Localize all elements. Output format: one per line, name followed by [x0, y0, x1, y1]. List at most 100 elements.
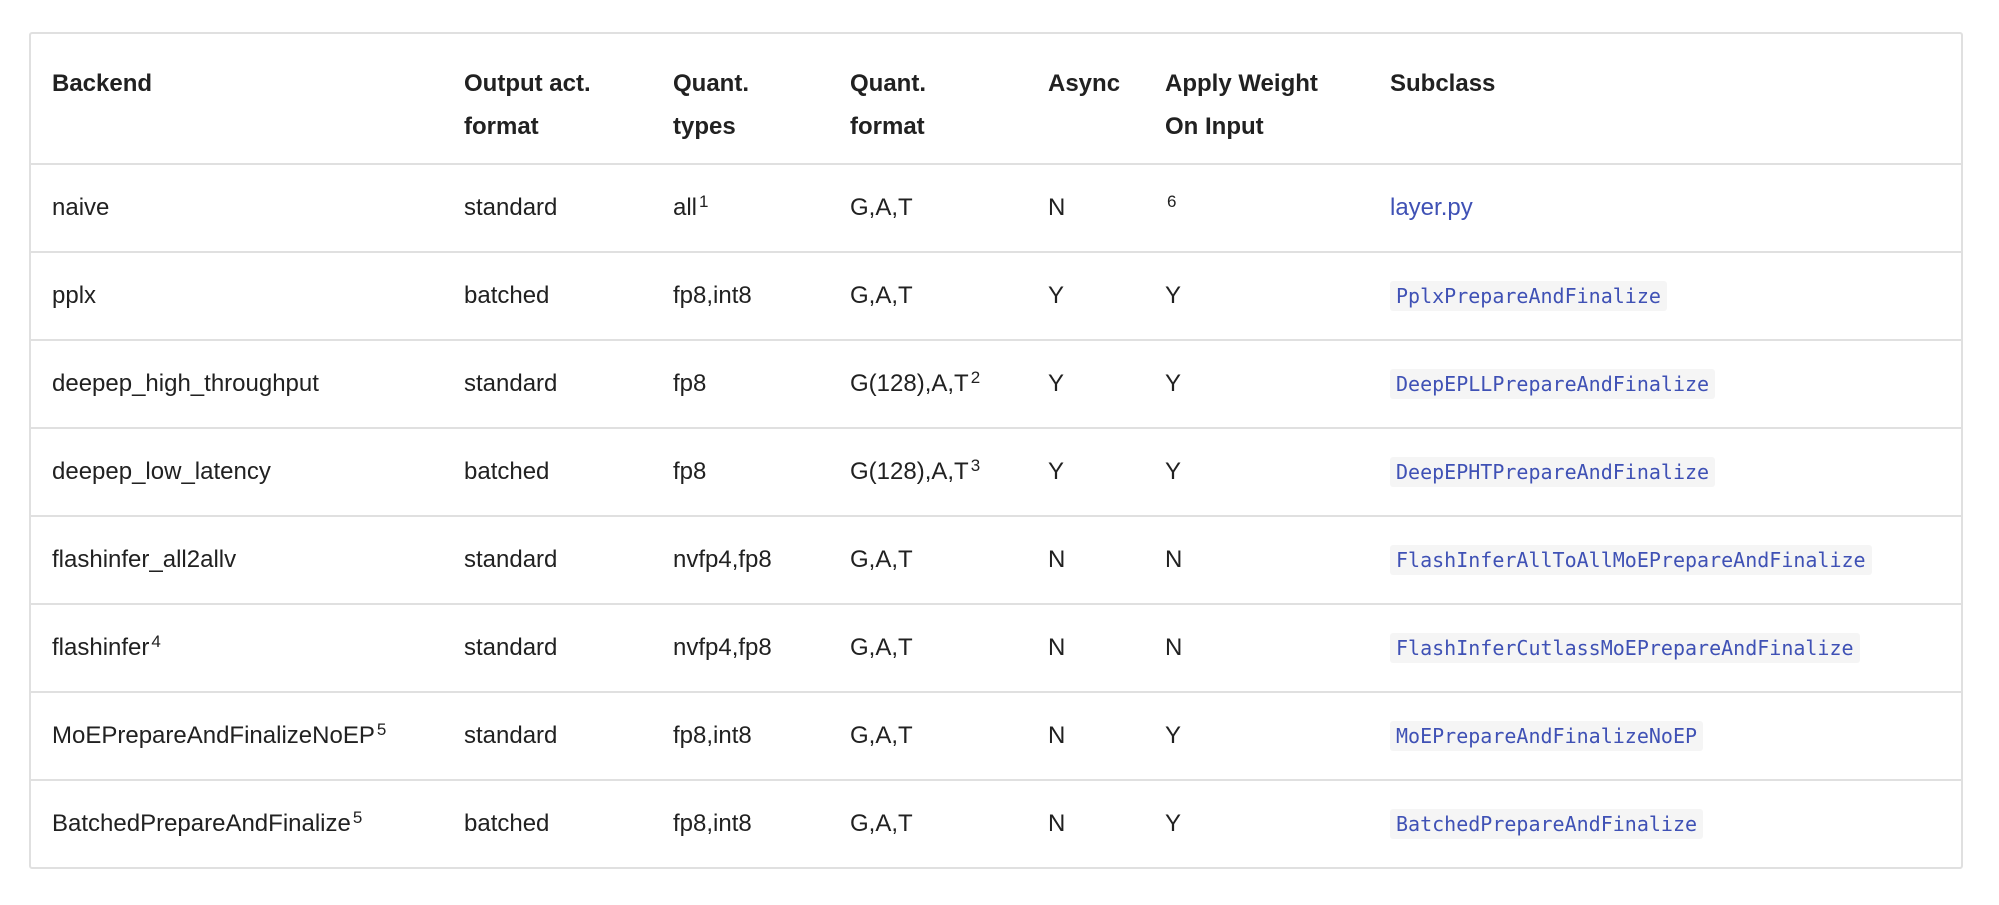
backend-value: flashinfer_all2allv — [52, 546, 237, 573]
cell-subclass: MoEPrepareAndFinalizeNoEP — [1369, 692, 1961, 780]
cell-async: Y — [1027, 340, 1144, 428]
types-value: fp8 — [673, 370, 707, 397]
cell-types: all 1 — [652, 164, 829, 252]
cell-format: G,A,T — [829, 164, 1027, 252]
output-value: batched — [464, 282, 550, 309]
footnote-marker[interactable]: 3 — [970, 456, 981, 475]
cell-types: fp8,int8 — [652, 692, 829, 780]
table-row: naive standard all 1 G,A,T N 6 layer.py — [31, 164, 1961, 252]
cell-apply: Y — [1144, 428, 1369, 516]
cell-backend: naive — [31, 164, 443, 252]
column-header: Quant. types — [652, 34, 829, 164]
cell-subclass: FlashInferAllToAllMoEPrepareAndFinalize — [1369, 516, 1961, 604]
footnote-marker[interactable]: 1 — [699, 192, 709, 211]
async-value: Y — [1048, 370, 1065, 397]
format-value: G(128),A,T — [850, 458, 969, 485]
format-value: G,A,T — [850, 810, 913, 837]
cell-backend: MoEPrepareAndFinalizeNoEP 5 — [31, 692, 443, 780]
column-header-label: Subclass — [1390, 70, 1496, 97]
subclass-link[interactable]: layer.py — [1390, 194, 1473, 221]
cell-apply: Y — [1144, 340, 1369, 428]
cell-format: G,A,T — [829, 692, 1027, 780]
table-row: MoEPrepareAndFinalizeNoEP 5 standard fp8,in… — [31, 692, 1961, 780]
types-value: nvfp4,fp8 — [673, 634, 772, 661]
column-header: Subclass — [1369, 34, 1961, 164]
table-row: flashinfer_all2allv standard nvfp4,fp8 G,A,… — [31, 516, 1961, 604]
cell-types: fp8 — [652, 340, 829, 428]
async-value: N — [1048, 810, 1066, 837]
column-header-label: Async — [1048, 70, 1121, 97]
output-value: standard — [464, 722, 558, 749]
types-value: fp8 — [673, 458, 707, 485]
format-value: G(128),A,T — [850, 370, 969, 397]
cell-async: N — [1027, 604, 1144, 692]
cell-backend: flashinfer_all2allv — [31, 516, 443, 604]
output-value: batched — [464, 810, 550, 837]
cell-backend: pplx — [31, 252, 443, 340]
column-header-label: On Input — [1165, 113, 1264, 140]
cell-format: G,A,T — [829, 780, 1027, 867]
format-value: G,A,T — [850, 194, 913, 221]
output-value: standard — [464, 634, 558, 661]
column-header: Backend — [31, 34, 443, 164]
apply-value: Y — [1165, 810, 1182, 837]
output-value: standard — [464, 194, 558, 221]
types-value: fp8,int8 — [673, 722, 752, 749]
cell-output: batched — [443, 428, 652, 516]
cell-async: N — [1027, 516, 1144, 604]
apply-value: Y — [1165, 282, 1182, 309]
cell-output: standard — [443, 692, 652, 780]
column-header-label: types — [673, 113, 736, 140]
cell-apply: Y — [1144, 252, 1369, 340]
output-value: standard — [464, 370, 558, 397]
subclass-code: FlashInferCutlassMoEPrepareAndFinalize — [1390, 633, 1860, 663]
output-value: batched — [464, 458, 550, 485]
column-header-label: Output act. — [464, 70, 591, 97]
cell-backend: BatchedPrepareAndFinalize 5 — [31, 780, 443, 867]
types-value: all — [673, 194, 698, 221]
cell-backend: deepep_low_latency — [31, 428, 443, 516]
footnote-marker[interactable]: 2 — [970, 368, 981, 387]
format-value: G,A,T — [850, 546, 913, 573]
header-row: Backend Output act. format Quant. types Quant… — [31, 34, 1961, 164]
cell-format: G(128),A,T 2 — [829, 340, 1027, 428]
backend-value: MoEPrepareAndFinalizeNoEP — [52, 722, 375, 749]
cell-format: G,A,T — [829, 516, 1027, 604]
backend-table-container: Backend Output act. format Quant. types Quant… — [29, 32, 1963, 869]
cell-output: batched — [443, 780, 652, 867]
format-value: G,A,T — [850, 634, 913, 661]
subclass-code: PplxPrepareAndFinalize — [1390, 281, 1667, 311]
backend-table: Backend Output act. format Quant. types Quant… — [31, 34, 1961, 867]
cell-backend: flashinfer 4 — [31, 604, 443, 692]
cell-output: batched — [443, 252, 652, 340]
column-header: Apply Weight On Input — [1144, 34, 1369, 164]
cell-apply: N — [1144, 604, 1369, 692]
backend-value: deepep_high_throughput — [52, 370, 319, 397]
format-value: G,A,T — [850, 722, 913, 749]
table-row: deepep_high_throughput standard fp8 G(128),… — [31, 340, 1961, 428]
footnote-marker[interactable]: 5 — [352, 808, 363, 827]
cell-output: standard — [443, 340, 652, 428]
cell-format: G(128),A,T 3 — [829, 428, 1027, 516]
cell-subclass: layer.py — [1369, 164, 1961, 252]
apply-value: N — [1165, 634, 1183, 661]
cell-output: standard — [443, 604, 652, 692]
cell-subclass: FlashInferCutlassMoEPrepareAndFinalize — [1369, 604, 1961, 692]
output-value: standard — [464, 546, 558, 573]
footnote-marker[interactable]: 6 — [1167, 192, 1177, 211]
footnote-marker[interactable]: 5 — [376, 720, 387, 739]
subclass-code: FlashInferAllToAllMoEPrepareAndFinalize — [1390, 545, 1872, 575]
column-header-label: Apply Weight — [1165, 70, 1318, 97]
types-value: fp8,int8 — [673, 282, 752, 309]
cell-subclass: DeepEPLLPrepareAndFinalize — [1369, 340, 1961, 428]
column-header: Quant. format — [829, 34, 1027, 164]
cell-apply: N — [1144, 516, 1369, 604]
apply-value: N — [1165, 546, 1183, 573]
cell-format: G,A,T — [829, 252, 1027, 340]
footnote-marker[interactable]: 4 — [151, 632, 161, 651]
cell-apply: Y — [1144, 780, 1369, 867]
column-header: Output act. format — [443, 34, 652, 164]
cell-output: standard — [443, 516, 652, 604]
column-header-label: Quant. — [850, 70, 926, 97]
async-value: N — [1048, 634, 1066, 661]
